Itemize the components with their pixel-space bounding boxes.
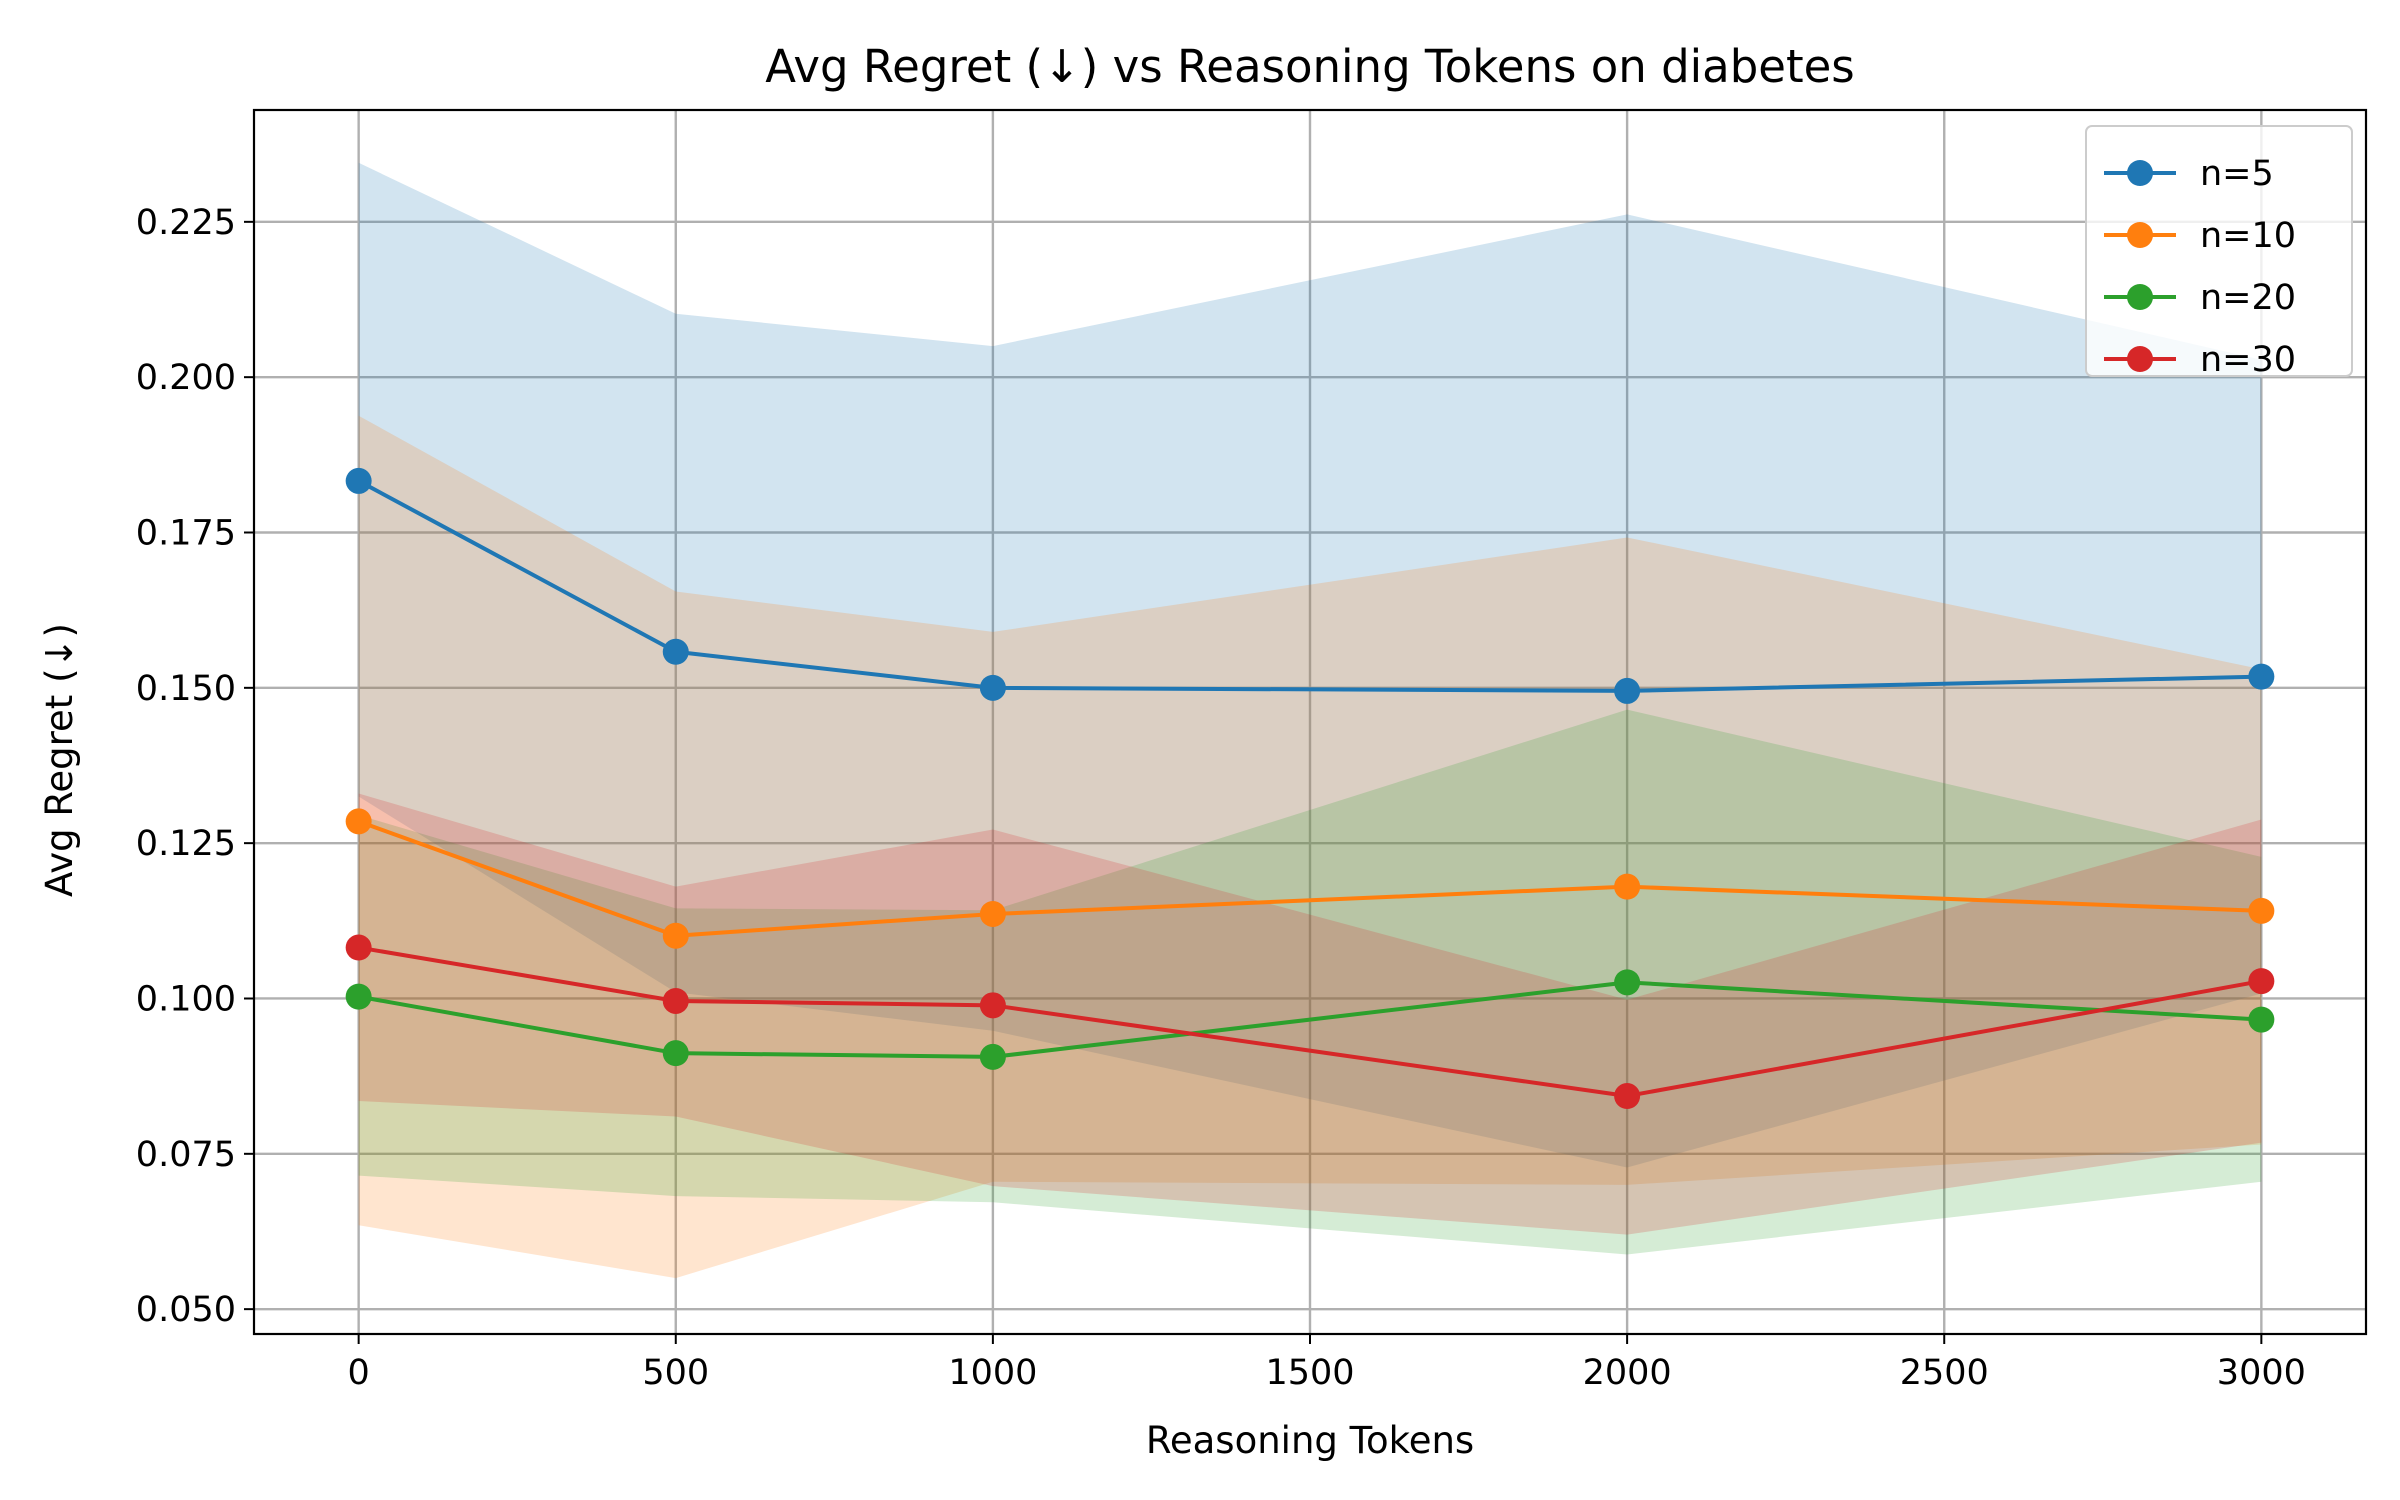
data-point-n=30: [662, 987, 689, 1014]
y-tick-label: 0.150: [136, 669, 236, 709]
data-point-n=10: [662, 922, 689, 949]
y-tick-label: 0.200: [136, 358, 236, 398]
legend-label-n=20: n=20: [2200, 278, 2296, 318]
legend-marker-n=20: [2127, 284, 2153, 310]
y-tick-label: 0.225: [136, 203, 236, 243]
data-point-n=20: [345, 983, 372, 1010]
data-point-n=30: [979, 992, 1006, 1019]
data-point-n=20: [1614, 969, 1641, 996]
data-point-n=20: [662, 1040, 689, 1067]
confidence-band-n=20: [358, 709, 2262, 1255]
x-tick-label: 3000: [2217, 1353, 2306, 1393]
y-tick-label: 0.050: [136, 1290, 236, 1330]
legend: n=5 n=10 n=20 n=30: [2085, 125, 2353, 380]
data-point-n=10: [2248, 897, 2275, 924]
series-points: [345, 467, 2275, 1110]
data-point-n=5: [1614, 677, 1641, 704]
confidence-bands: [358, 162, 2262, 1279]
data-point-n=5: [2248, 663, 2275, 690]
legend-marker-n=30: [2127, 346, 2153, 372]
data-point-n=30: [345, 934, 372, 961]
data-point-n=5: [979, 674, 1006, 701]
axis-ticks: 0 500 1000 1500 2000 2500 3000 0.050 0.075 0.100 0…: [136, 203, 2306, 1393]
data-point-n=5: [345, 467, 372, 494]
legend-box: [2085, 125, 2353, 377]
data-point-n=5: [662, 638, 689, 665]
data-point-n=30: [2248, 968, 2275, 995]
legend-label-n=30: n=30: [2200, 340, 2296, 380]
data-point-n=30: [1614, 1083, 1641, 1110]
x-tick-label: 2000: [1583, 1353, 1672, 1393]
x-tick-label: 1500: [1265, 1353, 1354, 1393]
data-point-n=20: [979, 1043, 1006, 1070]
legend-label-n=5: n=5: [2200, 154, 2274, 194]
legend-marker-n=5: [2127, 160, 2153, 186]
x-tick-label: 1000: [948, 1353, 1037, 1393]
y-tick-label: 0.125: [136, 824, 236, 864]
y-tick-label: 0.175: [136, 513, 236, 553]
data-point-n=10: [1614, 873, 1641, 900]
data-point-n=10: [979, 900, 1006, 927]
confidence-band-n=30: [358, 793, 2262, 1235]
legend-marker-n=10: [2127, 222, 2153, 248]
legend-label-n=10: n=10: [2200, 216, 2296, 256]
x-axis-label: Reasoning Tokens: [1146, 1419, 1474, 1462]
y-tick-label: 0.100: [136, 979, 236, 1019]
x-tick-label: 0: [348, 1353, 370, 1393]
y-axis-label: Avg Regret (↓): [38, 623, 81, 897]
grid: [254, 110, 2366, 1334]
confidence-band-n=5: [358, 162, 2262, 1168]
x-tick-label: 2500: [1900, 1353, 1989, 1393]
y-tick-label: 0.075: [136, 1135, 236, 1175]
chart-title: Avg Regret (↓) vs Reasoning Tokens on di…: [765, 40, 1855, 93]
data-point-n=10: [345, 808, 372, 835]
data-point-n=20: [2248, 1006, 2275, 1033]
x-tick-label: 500: [642, 1353, 709, 1393]
confidence-band-n=10: [358, 415, 2262, 1279]
